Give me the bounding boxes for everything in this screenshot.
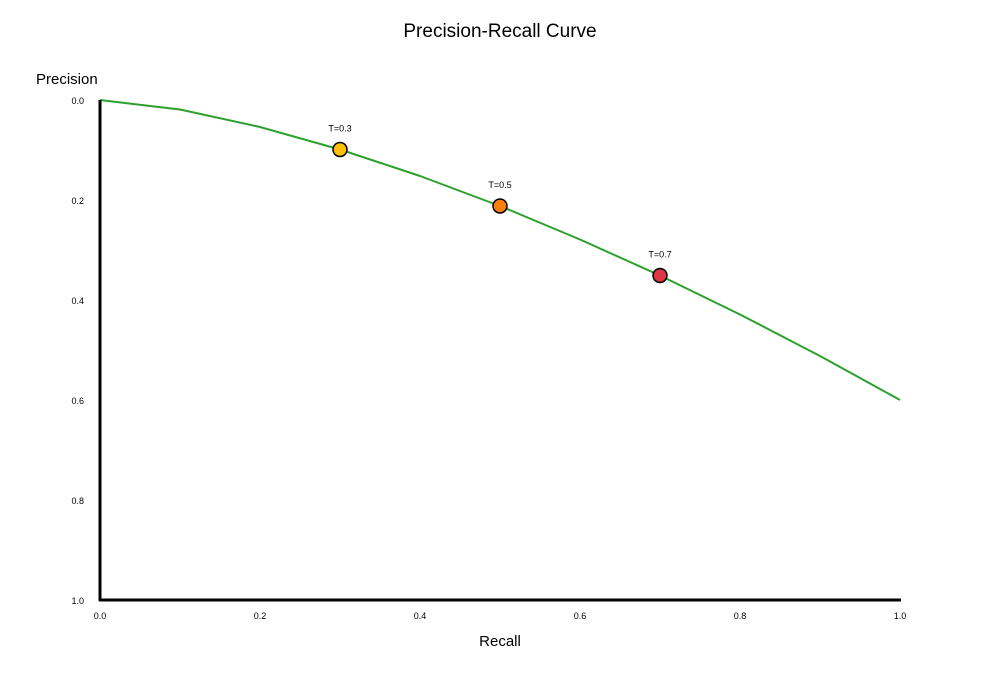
x-axis-label: Recall xyxy=(479,633,521,650)
y-tick-label: 0.6 xyxy=(71,396,84,406)
y-tick-label: 0.0 xyxy=(71,96,84,106)
y-tick-label: 0.8 xyxy=(71,496,84,506)
x-tick-label: 0.0 xyxy=(94,611,107,621)
y-tick-label: 1.0 xyxy=(71,596,84,606)
y-axis-label: Precision xyxy=(36,71,98,88)
threshold-label: T=0.7 xyxy=(648,250,671,260)
x-tick-label: 0.4 xyxy=(414,611,427,621)
threshold-point xyxy=(332,141,348,158)
x-tick-label: 1.0 xyxy=(894,611,907,621)
x-tick-label: 0.6 xyxy=(574,611,587,621)
y-tick-label: 0.4 xyxy=(71,296,84,306)
x-tick-label: 0.2 xyxy=(254,611,267,621)
threshold-point xyxy=(492,198,508,214)
x-tick-label: 0.8 xyxy=(734,611,747,621)
threshold-label: T=0.3 xyxy=(328,124,351,134)
chart-title: Precision-Recall Curve xyxy=(403,21,596,42)
y-tick-label: 0.2 xyxy=(71,196,84,206)
threshold-label: T=0.5 xyxy=(488,180,511,190)
threshold-point xyxy=(652,267,668,284)
pr-curve-line xyxy=(99,99,901,401)
